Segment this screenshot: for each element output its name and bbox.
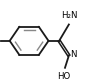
Text: N: N: [70, 50, 77, 59]
Text: HO: HO: [57, 72, 71, 81]
Text: H₂N: H₂N: [62, 11, 78, 20]
